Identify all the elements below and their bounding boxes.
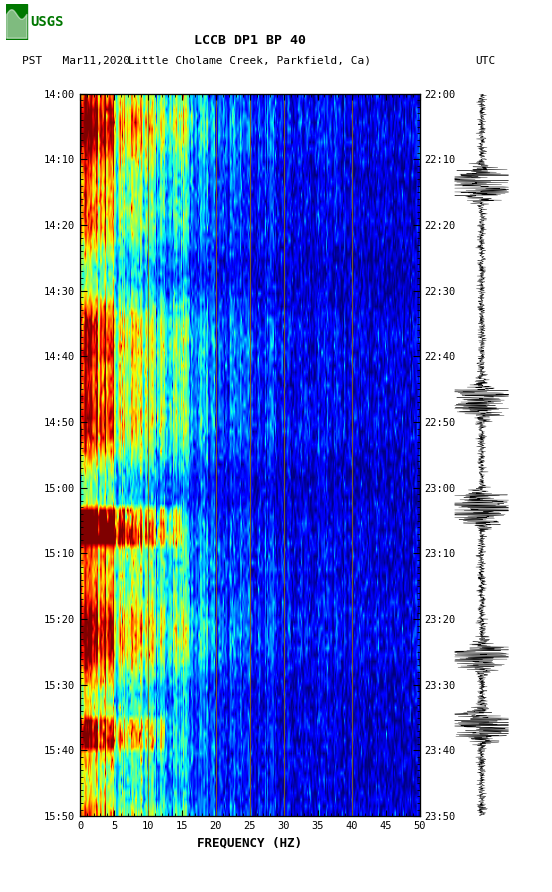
Text: UTC: UTC (476, 55, 496, 66)
Text: USGS: USGS (30, 15, 63, 29)
Text: PST   Mar11,2020: PST Mar11,2020 (22, 55, 130, 66)
X-axis label: FREQUENCY (HZ): FREQUENCY (HZ) (197, 837, 302, 849)
Bar (6, 4, 27, 40)
Text: LCCB DP1 BP 40: LCCB DP1 BP 40 (194, 34, 306, 46)
Text: Little Cholame Creek, Parkfield, Ca): Little Cholame Creek, Parkfield, Ca) (128, 55, 371, 66)
